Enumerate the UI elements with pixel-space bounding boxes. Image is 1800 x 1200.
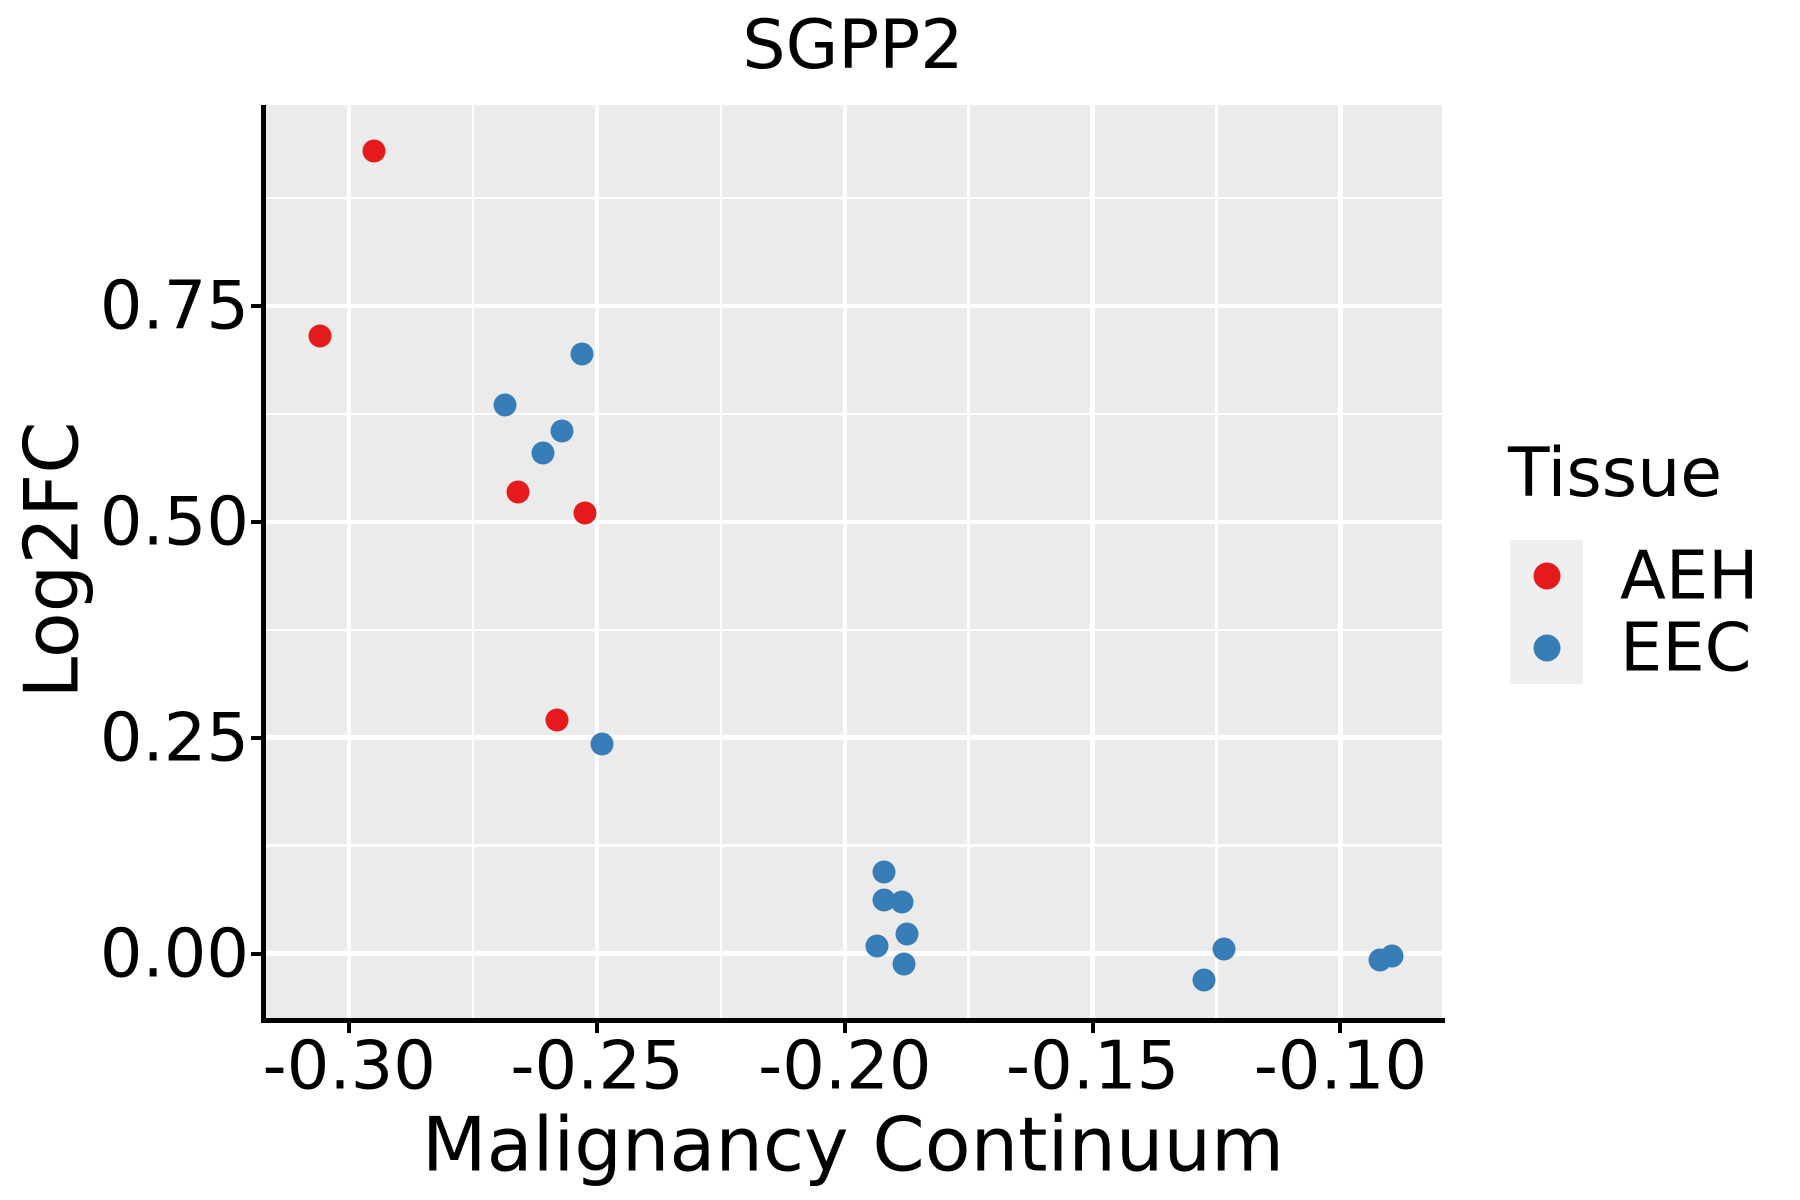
x-tick <box>1090 1023 1095 1033</box>
legend-label-eec: EEC <box>1620 608 1752 687</box>
x-tick-label: -0.15 <box>1005 1026 1180 1105</box>
x-gridline-major <box>594 105 600 1020</box>
x-tick-label: -0.10 <box>1253 1026 1428 1105</box>
data-point-eec <box>493 393 517 417</box>
y-gridline-minor <box>265 196 1442 200</box>
x-gridline-minor <box>471 105 475 1020</box>
x-tick <box>1338 1023 1343 1033</box>
x-tick <box>347 1023 352 1033</box>
y-gridline-major <box>265 735 1442 740</box>
x-gridline-minor <box>967 105 970 1020</box>
x-axis-line <box>261 1018 1445 1023</box>
y-gridline-major <box>265 951 1442 956</box>
x-tick <box>595 1023 600 1033</box>
y-tick-label: 0.75 <box>99 266 249 345</box>
legend-title: Tissue <box>1508 434 1723 513</box>
x-gridline-major <box>1090 105 1095 1020</box>
data-point-eec <box>1380 944 1404 968</box>
data-point-eec <box>590 732 614 756</box>
x-gridline-major <box>842 105 848 1020</box>
data-point-eec <box>570 342 594 366</box>
y-tick-label: 0.00 <box>99 914 249 993</box>
legend-dot-eec <box>1533 634 1560 662</box>
data-point-eec <box>872 860 896 884</box>
data-point-aeh <box>545 708 569 732</box>
x-tick <box>842 1023 847 1033</box>
data-point-eec <box>892 952 916 976</box>
data-point-eec <box>872 888 896 912</box>
data-point-eec <box>531 441 555 465</box>
data-point-eec <box>895 922 919 946</box>
data-point-aeh <box>308 324 331 348</box>
y-gridline-minor <box>265 844 1442 847</box>
y-gridline-minor <box>265 628 1442 632</box>
y-tick <box>251 735 261 740</box>
x-gridline-major <box>346 105 352 1020</box>
y-gridline-major <box>265 303 1442 309</box>
x-tick-label: -0.30 <box>262 1026 436 1105</box>
plot-panel <box>265 105 1442 1020</box>
data-point-eec <box>865 934 889 958</box>
data-point-eec <box>890 890 914 914</box>
x-axis-title: Malignancy Continuum <box>421 1100 1285 1189</box>
x-tick-label: -0.20 <box>758 1026 932 1105</box>
x-gridline-minor <box>719 105 723 1020</box>
y-axis-title: Log2FC <box>7 421 96 699</box>
y-gridline-major <box>265 519 1442 525</box>
data-point-aeh <box>362 139 386 163</box>
y-tick <box>251 951 261 956</box>
x-tick-label: -0.25 <box>510 1026 684 1105</box>
data-point-eec <box>1212 937 1236 961</box>
x-gridline-major <box>1338 105 1343 1020</box>
x-gridline-minor <box>1215 105 1218 1020</box>
legend-label-aeh: AEH <box>1620 536 1759 615</box>
y-tick-label: 0.25 <box>99 698 249 777</box>
y-tick-label: 0.50 <box>99 482 249 561</box>
plot-title: SGPP2 <box>742 6 964 85</box>
y-axis-line <box>261 105 266 1023</box>
y-gridline-minor <box>265 412 1442 416</box>
y-tick <box>251 519 261 524</box>
data-point-aeh <box>506 480 530 504</box>
data-point-eec <box>550 419 574 443</box>
data-point-eec <box>1192 968 1216 992</box>
legend-dot-aeh <box>1533 562 1560 590</box>
y-tick <box>251 304 261 309</box>
data-point-aeh <box>573 501 597 525</box>
